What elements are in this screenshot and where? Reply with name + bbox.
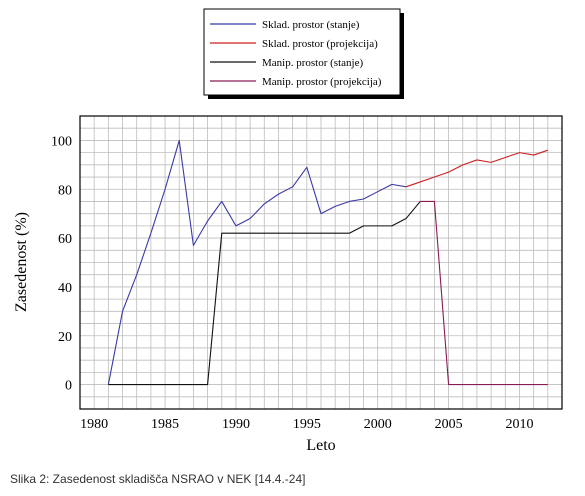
x-tick-label: 1985 [151, 417, 179, 432]
legend-label: Sklad. prostor (projekcija) [262, 38, 378, 50]
legend-label: Sklad. prostor (stanje) [262, 19, 360, 31]
series-line-1 [405, 149, 549, 188]
y-tick-label: 100 [51, 134, 72, 149]
y-tick-label: 80 [58, 183, 72, 198]
y-tick-label: 0 [65, 379, 72, 394]
x-tick-label: 2000 [364, 417, 392, 432]
x-axis-title: Leto [306, 437, 335, 454]
x-tick-label: 2010 [505, 417, 533, 432]
series-line-0 [107, 139, 407, 385]
plot-frame [79, 115, 563, 410]
legend: Sklad. prostor (stanje) Sklad. prostor (p… [203, 8, 404, 99]
x-tick-labels: 1980 1985 1990 1995 2000 2005 2010 [80, 417, 533, 432]
figure-caption: Slika 2: Zasedenost skladišča NSRAO v NE… [10, 472, 306, 486]
y-tick-label: 60 [58, 232, 72, 247]
x-tick-label: 1995 [293, 417, 321, 432]
x-tick-label: 1990 [222, 417, 250, 432]
y-axis-title: Zasedenost (%) [13, 212, 30, 312]
y-tick-label: 40 [58, 281, 72, 296]
legend-label: Manip. prostor (projekcija) [262, 76, 382, 88]
series-lines [107, 139, 549, 386]
y-tick-labels: 0 20 40 60 80 100 [51, 134, 72, 393]
y-tick-label: 20 [58, 330, 72, 345]
series-line-3 [420, 200, 548, 386]
x-tick-label: 1980 [80, 417, 108, 432]
x-tick-label: 2005 [435, 417, 463, 432]
grid [79, 115, 563, 410]
series-line-2 [108, 201, 421, 386]
chart: 1980 1985 1990 1995 2000 2005 2010 0 20 40 60 80 10… [13, 8, 563, 454]
legend-label: Manip. prostor (stanje) [262, 57, 363, 69]
